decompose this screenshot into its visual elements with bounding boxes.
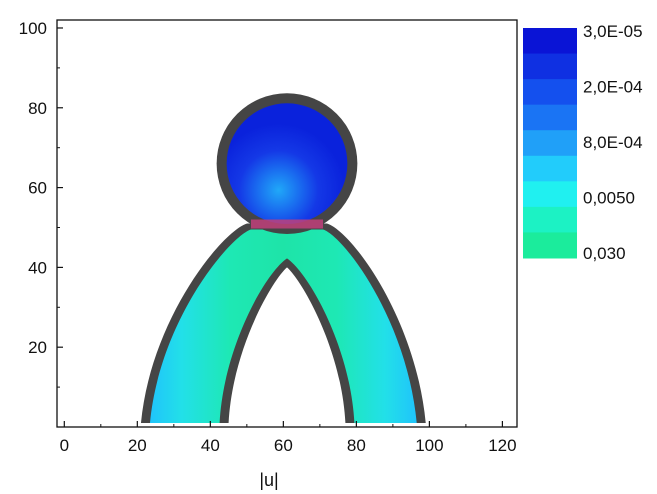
colorbar-swatch [523,130,577,157]
x-tick-label: 120 [488,436,516,455]
x-tick-label: 40 [201,436,220,455]
colorbar-legend: 3,0E-05 2,0E-04 8,0E-04 0,0050 0,030 [523,22,643,263]
bulb-field [226,103,348,225]
contour-field [140,93,426,424]
throat-band [251,219,323,229]
x-tick-label: 0 [60,436,69,455]
x-axis: 0 20 40 60 80 100 120 [60,421,517,455]
colorbar-swatch [523,79,577,106]
colorbar-label: 0,030 [583,244,626,263]
y-tick-label: 80 [28,99,47,118]
y-tick-label: 20 [28,338,47,357]
arch-field [149,229,417,424]
colorbar-swatch [523,104,577,131]
x-tick-label: 20 [128,436,147,455]
x-tick-label: 100 [415,436,443,455]
y-axis: 20 40 60 80 100 [19,19,63,388]
x-axis-title: |u| [259,470,278,490]
plot-frame [56,19,518,428]
colorbar-label: 2,0E-04 [583,78,643,97]
colorbar-swatch [523,232,577,259]
colorbar-label: 8,0E-04 [583,133,643,152]
x-tick-label: 60 [274,436,293,455]
colorbar-swatch [523,181,577,208]
y-tick-label: 60 [28,179,47,198]
x-tick-label: 80 [347,436,366,455]
colorbar-swatch [523,206,577,233]
colorbar-swatch [523,28,577,55]
y-tick-label: 40 [28,258,47,277]
y-tick-label: 100 [19,19,47,38]
colorbar-label: 0,0050 [583,189,635,208]
colorbar-swatch [523,155,577,182]
colorbar-swatch [523,53,577,80]
colorbar-label: 3,0E-05 [583,22,643,41]
